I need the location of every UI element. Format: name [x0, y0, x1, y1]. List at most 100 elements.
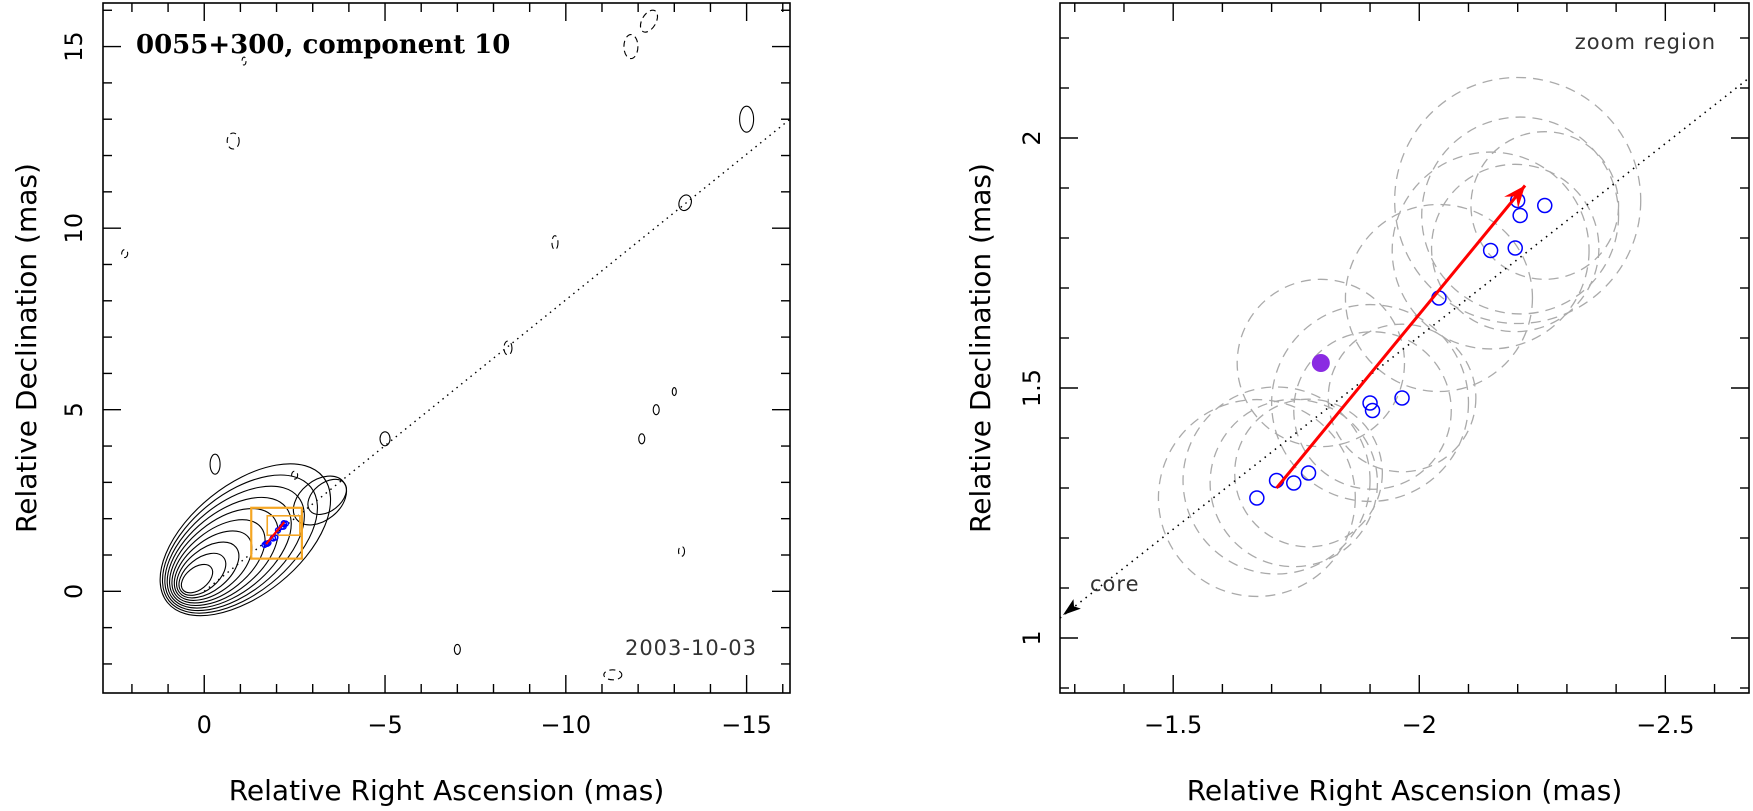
left-panel-contour-map: 0055+300, component 10 2003-10-03 Relati…: [10, 2, 791, 807]
noise-contour: [503, 340, 513, 356]
component-point: [1512, 207, 1528, 224]
y-tick-label: 1.5: [1018, 369, 1046, 407]
noise-contour: [241, 56, 247, 66]
epoch-label: 2003-10-03: [625, 636, 757, 660]
error-circle: [1421, 116, 1620, 315]
contour-line: [169, 508, 279, 607]
component-point: [1364, 402, 1381, 419]
right-plot-frame: [1059, 2, 1750, 694]
noise-contour: [639, 9, 659, 33]
error-circle: [1270, 303, 1470, 503]
error-circle: [1391, 151, 1590, 350]
component-point: [1507, 240, 1523, 256]
error-circle: [1327, 323, 1477, 473]
right-x-tick-labels: −1.5 −2 −2.5: [1144, 711, 1694, 739]
y-tick-label: 1: [1018, 630, 1046, 645]
component-point-mini: [274, 527, 282, 534]
contour-line: [171, 519, 266, 604]
right-x-axis-title: Relative Right Ascension (mas): [1187, 774, 1623, 807]
error-circle: [1234, 398, 1384, 548]
jet-axis-line: [203, 118, 791, 592]
contour-line: [161, 474, 318, 614]
source-title: 0055+300, component 10: [136, 30, 510, 60]
error-circle: [1182, 386, 1371, 575]
y-tick-label: 2: [1018, 130, 1046, 145]
zoom-box-inner: [266, 514, 301, 537]
component-point: [1482, 242, 1499, 259]
contour-line: [292, 475, 348, 526]
contour-line: [178, 552, 227, 596]
zoom-region-label: zoom region: [1575, 30, 1716, 54]
x-tick-label: −15: [721, 711, 772, 739]
error-circle: [1344, 203, 1534, 393]
component-point: [1394, 390, 1410, 406]
jet-axis-line-zoom: [1059, 77, 1750, 619]
error-circle: [1209, 398, 1379, 568]
left-x-axis-title: Relative Right Ascension (mas): [229, 774, 665, 807]
noise-contour: [652, 404, 660, 416]
x-tick-label: 0: [197, 711, 212, 739]
contour-line: [159, 463, 332, 617]
zoom-box-outer: [250, 506, 303, 560]
position-error-circles: [1157, 76, 1642, 598]
left-axis-ticks: [103, 3, 790, 693]
component-point: [1362, 395, 1378, 411]
left-y-axis-title: Relative Declination (mas): [10, 163, 43, 533]
y-tick-label: 0: [60, 584, 88, 599]
reference-position-point: [1311, 354, 1330, 372]
left-x-tick-labels: 0 −5 −10 −15: [197, 711, 772, 739]
motion-arrow-mini: [265, 521, 286, 545]
right-y-tick-labels: 11.52: [1018, 130, 1046, 645]
error-circle: [1394, 76, 1642, 325]
noise-contour: [671, 387, 677, 397]
contour-line: [173, 530, 253, 601]
core-label: core: [1090, 572, 1140, 596]
contour-map: [121, 9, 755, 681]
error-circle: [1470, 131, 1620, 280]
noise-contour: [121, 249, 129, 259]
noise-contour: [739, 105, 755, 133]
error-circle: [1157, 398, 1356, 598]
contour-line: [176, 541, 240, 599]
y-tick-label: 15: [60, 31, 88, 62]
component-positions: [1249, 192, 1553, 506]
noise-contour: [638, 433, 646, 445]
right-panel-zoom-region: zoom region core Relative Right Ascensio…: [964, 2, 1750, 807]
noise-contour: [551, 235, 559, 251]
noise-contour: [623, 34, 639, 60]
x-tick-label: −10: [540, 711, 591, 739]
error-circle: [1236, 278, 1406, 448]
right-y-axis-title: Relative Declination (mas): [964, 163, 997, 533]
component-point: [1286, 475, 1302, 491]
component-point: [1249, 490, 1265, 506]
component-point: [1300, 465, 1317, 481]
y-tick-label: 5: [60, 402, 88, 417]
motion-arrow-shaft: [1275, 184, 1527, 489]
noise-contour: [677, 545, 686, 557]
x-tick-label: −2: [1402, 711, 1437, 739]
error-circle: [1293, 331, 1452, 490]
motion-arrowhead: [1504, 185, 1526, 209]
left-plot-frame: [102, 2, 791, 694]
noise-contour: [226, 132, 240, 150]
noise-contour: [603, 669, 623, 681]
noise-contour: [291, 470, 299, 480]
right-axis-ticks: [1060, 3, 1749, 693]
x-tick-label: −1.5: [1144, 711, 1202, 739]
error-circle: [1430, 163, 1600, 333]
noise-contour: [678, 194, 692, 212]
core-arrowhead: [1063, 599, 1081, 615]
left-y-tick-labels: 0 5 10 15: [60, 31, 88, 599]
noise-contour: [379, 431, 391, 447]
zoom-region-box: [250, 506, 303, 560]
component-point: [1537, 197, 1553, 214]
noise-contour: [453, 643, 461, 655]
contour-line: [180, 563, 214, 594]
contour-line: [164, 485, 305, 612]
y-tick-label: 10: [60, 213, 88, 244]
x-tick-label: −2.5: [1636, 711, 1694, 739]
core-direction-arrow: [1063, 599, 1081, 615]
x-tick-label: −5: [367, 711, 402, 739]
motion-arrow: [1275, 184, 1527, 489]
